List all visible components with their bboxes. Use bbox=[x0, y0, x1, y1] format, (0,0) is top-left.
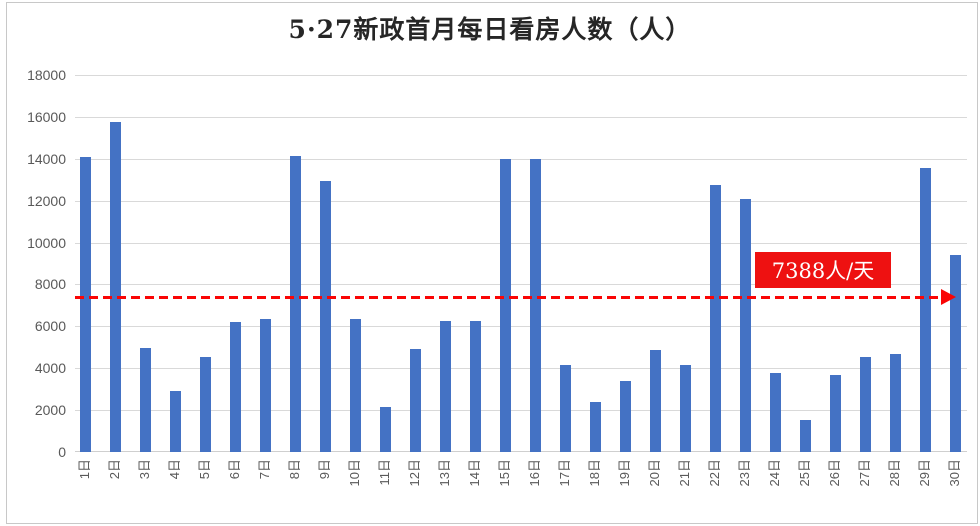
y-axis-tick-label: 16000 bbox=[27, 108, 66, 125]
chart-title: 5·27新政首月每日看房人数（人） bbox=[288, 15, 692, 44]
bar-day-25 bbox=[799, 419, 811, 452]
gridline bbox=[75, 75, 967, 76]
x-axis-line bbox=[75, 451, 967, 452]
x-axis-tick-label: 2日 bbox=[107, 459, 122, 480]
x-axis-tick-label: 26日 bbox=[827, 459, 842, 487]
gridline bbox=[75, 158, 967, 160]
bar-day-4 bbox=[169, 391, 181, 452]
bar-day-29 bbox=[919, 168, 931, 452]
bar-day-5 bbox=[199, 356, 211, 452]
x-axis-tick-label: 18日 bbox=[587, 459, 602, 487]
bar-day-18 bbox=[589, 401, 601, 452]
bar-day-1 bbox=[79, 156, 91, 452]
x-axis-tick-label: 20日 bbox=[647, 459, 662, 487]
x-axis-tick-label: 22日 bbox=[707, 459, 722, 487]
bar-day-20 bbox=[649, 350, 661, 452]
bar-day-7 bbox=[259, 319, 271, 452]
y-axis-tick-label: 10000 bbox=[27, 234, 66, 251]
x-axis-tick-label: 4日 bbox=[167, 459, 182, 480]
y-axis-tick-label: 0 bbox=[58, 444, 66, 460]
gridline bbox=[75, 410, 967, 412]
x-axis-tick-label: 16日 bbox=[527, 459, 542, 487]
x-axis-tick-label: 17日 bbox=[557, 459, 572, 487]
x-axis-tick-label: 23日 bbox=[737, 459, 752, 487]
x-axis-tick-label: 12日 bbox=[407, 459, 422, 487]
gridline bbox=[75, 368, 967, 370]
bar-day-19 bbox=[619, 380, 631, 452]
x-axis-tick-label: 15日 bbox=[497, 459, 512, 487]
bar-day-11 bbox=[379, 406, 391, 452]
gridline bbox=[75, 116, 967, 118]
bar-day-26 bbox=[829, 374, 841, 452]
bar-day-15 bbox=[499, 158, 511, 452]
bar-day-24 bbox=[769, 373, 781, 452]
bar-day-6 bbox=[229, 322, 241, 452]
bar-day-9 bbox=[319, 180, 331, 452]
x-axis-tick-label: 14日 bbox=[467, 459, 482, 487]
bar-day-30 bbox=[949, 255, 961, 452]
x-axis-tick-label: 29日 bbox=[917, 459, 932, 487]
x-axis-tick-label: 21日 bbox=[677, 459, 692, 487]
x-axis-tick-label: 8日 bbox=[287, 459, 302, 480]
x-axis-tick-label: 25日 bbox=[797, 459, 812, 487]
y-axis-tick-label: 2000 bbox=[34, 402, 66, 419]
bar-day-21 bbox=[679, 365, 691, 452]
y-axis-tick-label: 6000 bbox=[34, 318, 66, 335]
gridline bbox=[75, 242, 967, 244]
x-axis-tick-label: 28日 bbox=[887, 459, 902, 487]
bar-day-8 bbox=[289, 155, 301, 452]
plot-area: 7388人/天 bbox=[75, 75, 967, 452]
average-value-label: 7388人/天 bbox=[755, 252, 891, 289]
bar-day-16 bbox=[529, 158, 541, 452]
bar-day-28 bbox=[889, 353, 901, 452]
y-axis-tick-label: 18000 bbox=[27, 67, 66, 83]
bar-day-27 bbox=[859, 356, 871, 452]
bar-day-23 bbox=[739, 198, 751, 452]
x-axis-tick-label: 1日 bbox=[77, 459, 92, 480]
x-axis-tick-label: 30日 bbox=[947, 459, 962, 487]
x-axis-tick-label: 11日 bbox=[377, 459, 392, 486]
average-reference-line bbox=[75, 295, 943, 299]
bar-day-2 bbox=[109, 122, 121, 452]
y-axis-tick-label: 4000 bbox=[34, 360, 66, 377]
x-axis-tick-label: 7日 bbox=[257, 459, 272, 480]
y-axis-tick-label: 14000 bbox=[27, 150, 66, 167]
x-axis-tick-label: 3日 bbox=[137, 459, 152, 480]
x-axis-tick-label: 6日 bbox=[227, 459, 242, 480]
y-axis-tick-label: 8000 bbox=[34, 276, 66, 293]
average-line-arrow-icon bbox=[941, 289, 956, 306]
x-axis-tick-label: 27日 bbox=[857, 459, 872, 487]
y-axis-tick-label: 12000 bbox=[27, 192, 66, 209]
bar-day-10 bbox=[349, 319, 361, 452]
gridline bbox=[75, 284, 967, 286]
bar-day-22 bbox=[709, 184, 721, 452]
bar-day-12 bbox=[409, 349, 421, 452]
bar-day-3 bbox=[139, 348, 151, 452]
x-axis-tick-label: 19日 bbox=[617, 459, 632, 487]
gridline bbox=[75, 200, 967, 202]
bar-day-13 bbox=[439, 321, 451, 452]
bar-day-17 bbox=[559, 365, 571, 452]
x-axis-tick-label: 9日 bbox=[317, 459, 332, 480]
x-axis-tick-label: 5日 bbox=[197, 459, 212, 480]
x-axis-tick-label: 13日 bbox=[437, 459, 452, 487]
gridline bbox=[75, 326, 967, 328]
x-axis-tick-label: 10日 bbox=[347, 459, 362, 487]
x-axis-tick-label: 24日 bbox=[767, 459, 782, 487]
bar-day-14 bbox=[469, 321, 481, 452]
